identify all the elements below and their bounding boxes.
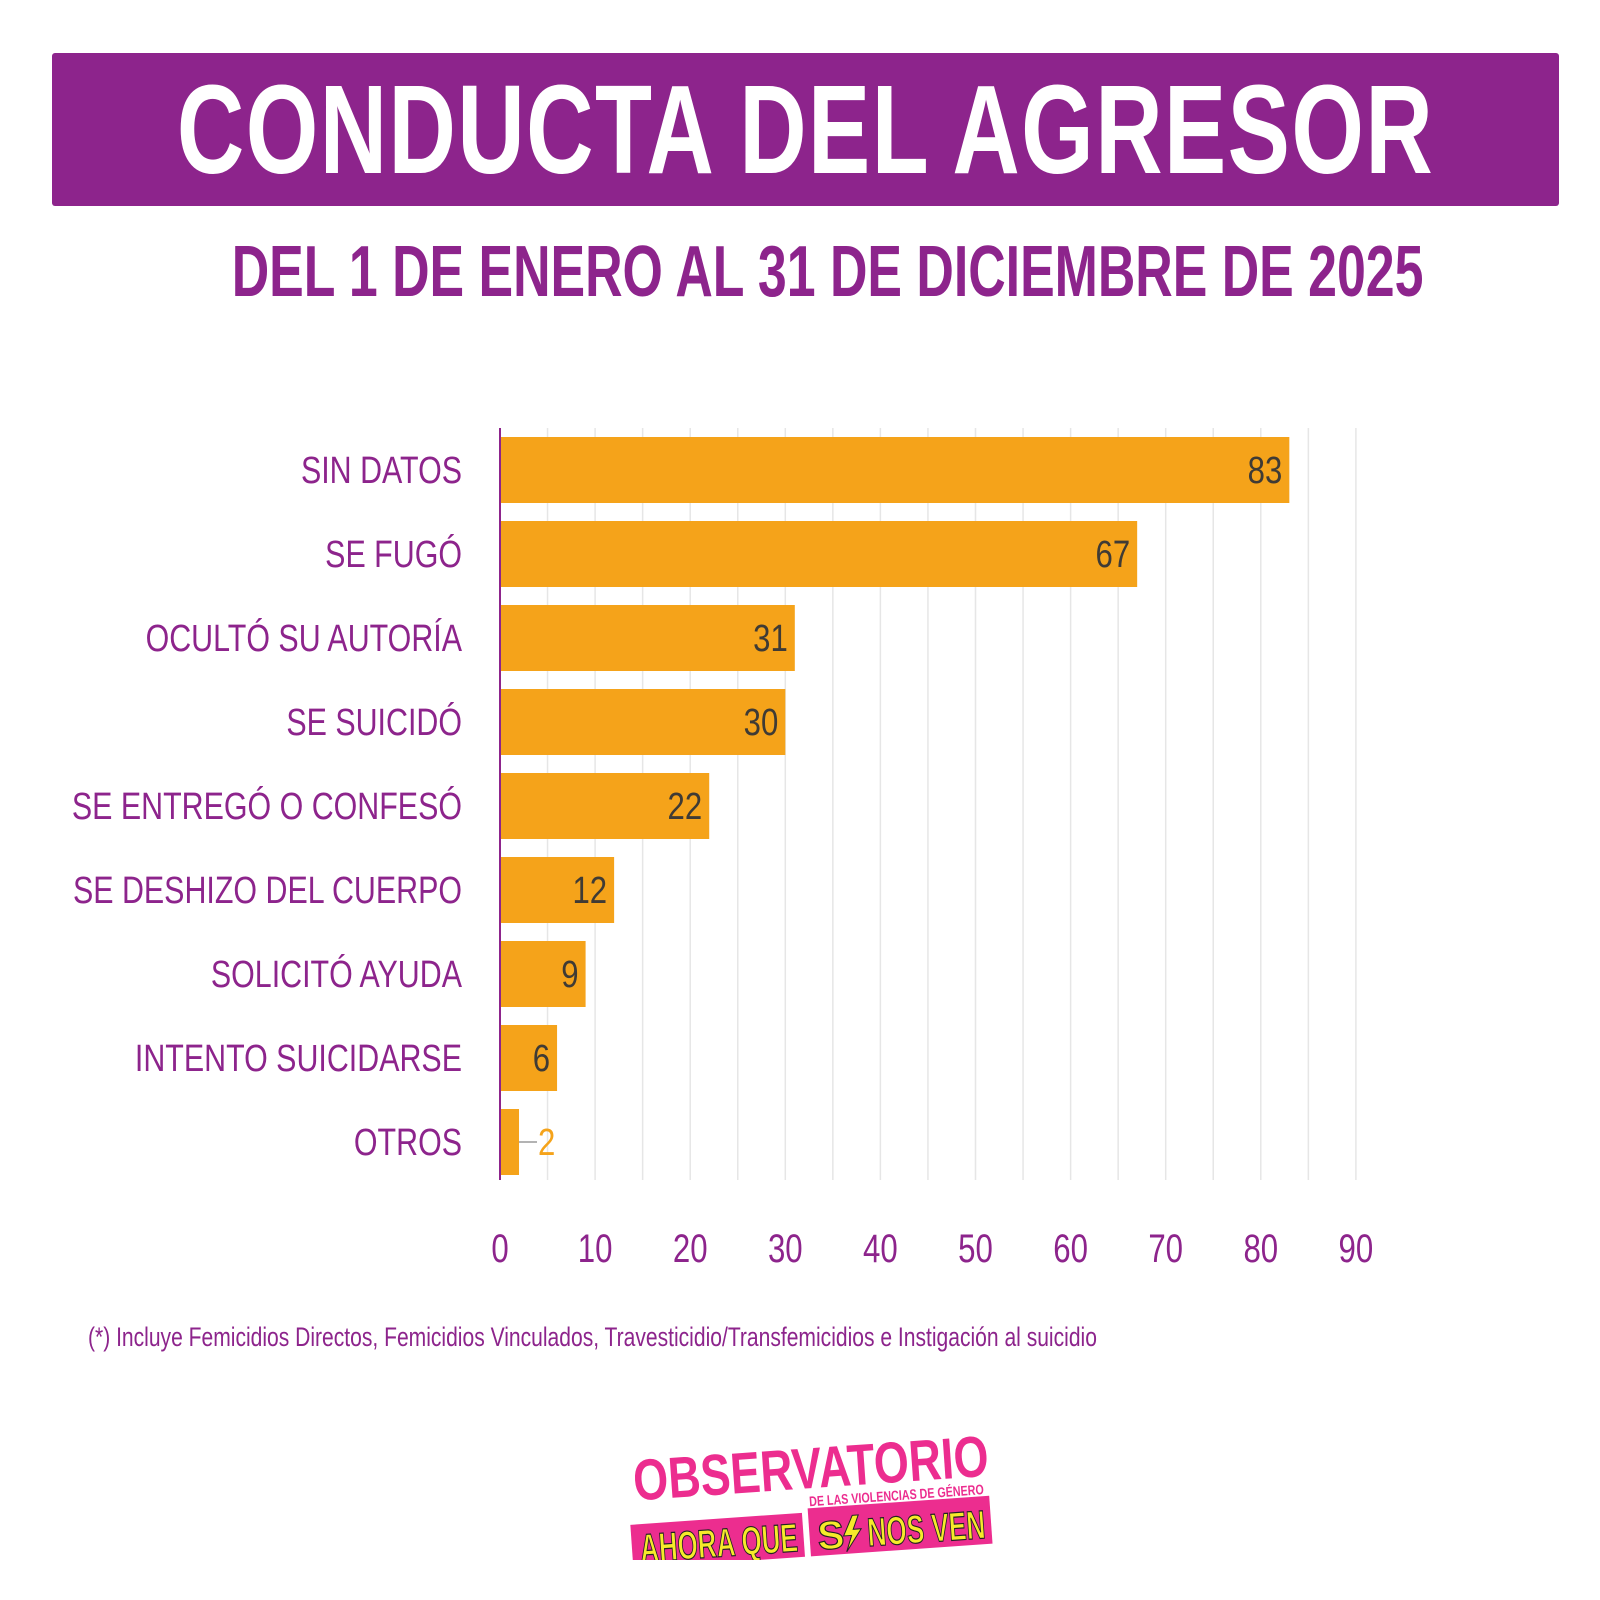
- value-label: 2: [538, 1122, 555, 1164]
- x-tick-label: 0: [491, 1226, 508, 1271]
- bars: [500, 437, 1290, 1175]
- x-tick-label: 40: [863, 1226, 898, 1271]
- observatorio-logo: OBSERVATORIO DE LAS VIOLENCIAS DE GÉNERO…: [630, 1424, 993, 1560]
- bar: [500, 605, 795, 671]
- x-tick-label: 20: [673, 1226, 708, 1271]
- logo-nos-ven-text: NOS VEN: [866, 1503, 987, 1555]
- footnote: (*) Incluye Femicidios Directos, Femicid…: [88, 1322, 1097, 1352]
- category-label: SE FUGÓ: [325, 533, 462, 576]
- x-tick-label: 90: [1339, 1226, 1374, 1271]
- value-label: 6: [533, 1038, 550, 1080]
- value-label: 31: [753, 618, 788, 660]
- bar: [500, 437, 1290, 503]
- x-tick-label: 30: [768, 1226, 803, 1271]
- logo-si-text: S: [816, 1513, 846, 1559]
- logo-pink-block-left: [630, 1512, 805, 1560]
- category-label: SOLICITÓ AYUDA: [211, 953, 462, 996]
- value-labels: 83 67 31 30 22 12 96 2: [519, 450, 1282, 1164]
- value-label: 67: [1096, 534, 1131, 576]
- bar: [500, 521, 1138, 587]
- x-tick-label: 80: [1243, 1226, 1278, 1271]
- value-label: 22: [668, 786, 703, 828]
- category-label: OTROS: [354, 1122, 462, 1164]
- subtitle-text: DEL 1 DE ENERO AL 31 DE DICIEMBRE DE 202…: [231, 232, 1424, 312]
- bar: [500, 689, 786, 755]
- title-banner: CONDUCTA DEL AGRESOR: [52, 53, 1559, 206]
- value-label: 83: [1248, 450, 1283, 492]
- value-label: 12: [572, 870, 607, 912]
- category-label: SE ENTREGÓ O CONFESÓ: [72, 785, 462, 828]
- x-tick-label: 50: [958, 1226, 993, 1271]
- date-range-subtitle: DEL 1 DE ENERO AL 31 DE DICIEMBRE DE 202…: [0, 236, 1600, 308]
- bar: [500, 857, 615, 923]
- category-label: SIN DATOS: [301, 450, 462, 492]
- x-tick-label: 60: [1053, 1226, 1088, 1271]
- value-label: 30: [744, 702, 779, 744]
- value-label: 9: [561, 954, 578, 996]
- bar: [500, 1109, 520, 1175]
- category-label: INTENTO SUICIDARSE: [135, 1038, 462, 1080]
- bar: [500, 1025, 558, 1091]
- x-axis-tick-labels: 0 10 20 30 40 50 60 70 80 90: [491, 1226, 1373, 1271]
- page-title: CONDUCTA DEL AGRESOR: [176, 58, 1435, 200]
- category-label: OCULTÓ SU AUTORÍA: [146, 617, 462, 660]
- category-label: SE SUICIDÓ: [286, 701, 462, 744]
- bar-chart: SIN DATOS SE FUGÓ OCULTÓ SU AUTORÍA SE SUIC…: [72, 428, 1373, 1271]
- category-labels: SIN DATOS SE FUGÓ OCULTÓ SU AUTORÍA SE SUIC…: [72, 450, 462, 1164]
- bar: [500, 941, 586, 1007]
- bar: [500, 773, 710, 839]
- lightning-bolt-icon: [842, 1514, 863, 1553]
- x-tick-label: 10: [578, 1226, 613, 1271]
- x-tick-label: 70: [1148, 1226, 1183, 1271]
- category-label: SE DESHIZO DEL CUERPO: [73, 870, 462, 912]
